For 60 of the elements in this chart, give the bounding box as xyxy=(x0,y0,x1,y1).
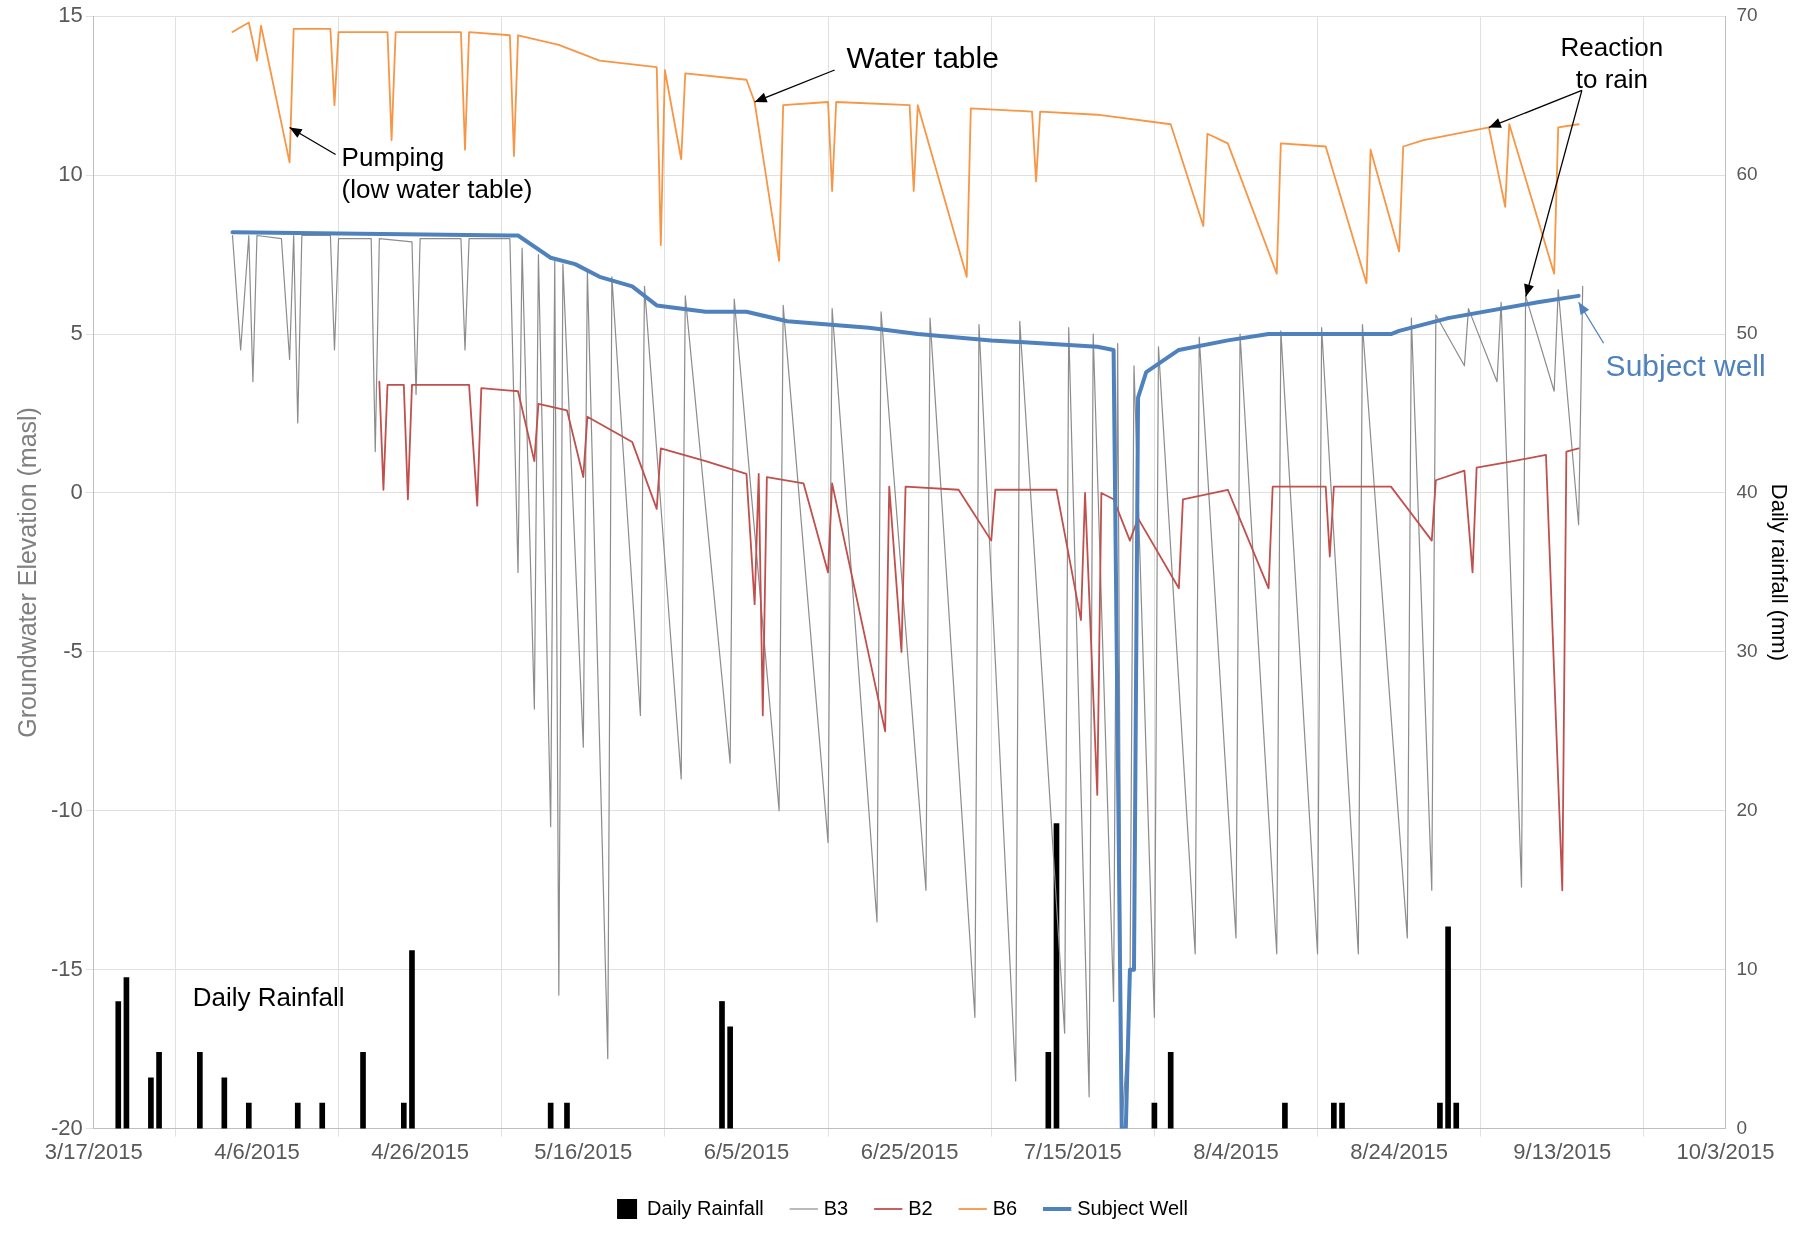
bar xyxy=(727,1026,733,1129)
bar xyxy=(1331,1102,1337,1129)
y2-tick-label: 30 xyxy=(1736,640,1758,662)
y-axis-title: Groundwater Elevation (masl) xyxy=(12,407,41,738)
annotation: Pumping (low water table) xyxy=(341,141,533,205)
y2-tick-label: 70 xyxy=(1736,4,1758,26)
bar xyxy=(400,1102,407,1129)
y-tick-label: -10 xyxy=(51,796,83,822)
y2-axis-title: Daily rainfall (mm) xyxy=(1766,483,1792,662)
y2-tick-label: 10 xyxy=(1736,957,1758,979)
annotation: Reaction to rain xyxy=(1560,31,1664,95)
x-tick-label: 6/25/2015 xyxy=(860,1138,959,1164)
y-tick-label: 10 xyxy=(58,161,83,187)
bar xyxy=(115,1001,122,1129)
legend-label: B6 xyxy=(992,1196,1018,1219)
bar xyxy=(197,1051,203,1129)
y-tick-label: -20 xyxy=(51,1114,83,1140)
y2-tick-label: 60 xyxy=(1736,163,1758,185)
x-tick-label: 8/24/2015 xyxy=(1350,1138,1449,1164)
y2-tick-label: 0 xyxy=(1736,1116,1748,1138)
y-tick-label: 0 xyxy=(70,479,83,505)
x-tick-label: 9/13/2015 xyxy=(1513,1138,1612,1164)
x-tick-label: 5/16/2015 xyxy=(534,1138,633,1164)
bar xyxy=(1045,1051,1052,1129)
bar xyxy=(1282,1102,1288,1129)
bar xyxy=(719,1001,725,1129)
bar xyxy=(1167,1051,1174,1129)
legend-label: B3 xyxy=(823,1196,849,1219)
legend-label: B2 xyxy=(908,1196,933,1219)
bar xyxy=(245,1102,252,1129)
annotation: Subject well xyxy=(1605,348,1766,382)
x-tick-label: 10/3/2015 xyxy=(1676,1138,1775,1164)
y2-tick-label: 50 xyxy=(1736,322,1758,344)
bar xyxy=(1437,1102,1443,1129)
bar xyxy=(1453,1102,1460,1129)
bar xyxy=(1339,1102,1345,1129)
bar xyxy=(564,1102,570,1129)
legend-label: Daily Rainfall xyxy=(647,1196,764,1219)
bar xyxy=(156,1051,162,1129)
y-tick-label: -15 xyxy=(51,955,83,981)
legend-label: Subject Well xyxy=(1077,1196,1188,1219)
x-tick-label: 3/17/2015 xyxy=(44,1138,143,1164)
x-tick-label: 4/6/2015 xyxy=(214,1138,300,1164)
x-tick-label: 7/15/2015 xyxy=(1023,1138,1122,1164)
y2-tick-label: 20 xyxy=(1736,799,1758,821)
y-tick-label: 5 xyxy=(70,320,83,346)
y-tick-label: 15 xyxy=(58,2,83,28)
bar xyxy=(409,950,415,1129)
bar xyxy=(1445,926,1451,1129)
y-tick-label: -5 xyxy=(63,637,83,663)
x-tick-label: 8/4/2015 xyxy=(1193,1138,1279,1164)
bar xyxy=(360,1051,366,1129)
x-tick-label: 6/5/2015 xyxy=(703,1138,790,1164)
annotation: Daily Rainfall xyxy=(192,981,345,1012)
annotation: Water table xyxy=(846,41,999,75)
bar xyxy=(148,1077,154,1129)
bar xyxy=(294,1102,301,1129)
bar xyxy=(319,1102,326,1129)
y2-tick-label: 40 xyxy=(1736,481,1758,503)
x-tick-label: 4/26/2015 xyxy=(371,1138,470,1164)
